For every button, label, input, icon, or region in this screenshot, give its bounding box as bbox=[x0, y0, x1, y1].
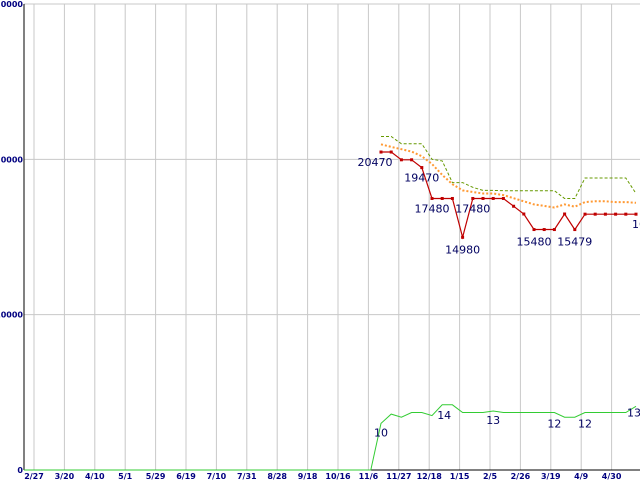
series-points bbox=[379, 150, 638, 239]
y-tick-label: 30000 bbox=[0, 0, 23, 9]
x-tick-label: 8/28 bbox=[267, 472, 287, 480]
data-labels: 20470 19470 17480 14980 17480 15480 15479 16470… bbox=[358, 156, 640, 439]
price-point bbox=[573, 228, 577, 232]
x-tick-label: 9/18 bbox=[298, 472, 318, 480]
data-label: 20470 bbox=[358, 156, 393, 169]
x-tick-label: 7/10 bbox=[207, 472, 227, 480]
x-tick-label: 4/10 bbox=[85, 472, 105, 480]
data-label: 13 bbox=[627, 406, 640, 419]
y-tick-label: 10000 bbox=[0, 311, 23, 320]
x-tick-label: 11/27 bbox=[386, 472, 411, 480]
grid bbox=[23, 3, 640, 471]
data-label: 15480 bbox=[517, 236, 552, 249]
price-point bbox=[624, 212, 628, 216]
x-tick-label: 2/5 bbox=[483, 472, 497, 480]
x-tick-label: 12/18 bbox=[417, 472, 443, 480]
data-label: 10 bbox=[374, 426, 388, 439]
price-point bbox=[471, 196, 475, 200]
data-label: 12 bbox=[578, 418, 592, 431]
data-label: 13 bbox=[486, 414, 500, 427]
series-line-average bbox=[380, 143, 637, 209]
price-point bbox=[491, 196, 495, 200]
x-tick-label: 5/29 bbox=[146, 472, 166, 480]
data-label: 17480 bbox=[415, 202, 450, 215]
data-label: 16470 bbox=[632, 218, 640, 231]
price-point bbox=[614, 212, 618, 216]
y-axis-ticks: 0 10000 20000 30000 bbox=[0, 0, 23, 475]
data-label: 14 bbox=[437, 409, 451, 422]
price-point bbox=[399, 158, 403, 162]
data-label: 19470 bbox=[404, 172, 439, 185]
price-point bbox=[603, 212, 607, 216]
series-line-high bbox=[381, 136, 637, 199]
price-point bbox=[481, 196, 485, 200]
x-tick-label: 1/15 bbox=[450, 472, 470, 480]
price-point bbox=[461, 235, 465, 239]
price-point bbox=[450, 196, 454, 200]
x-tick-label: 5/1 bbox=[118, 472, 132, 480]
price-point bbox=[389, 150, 393, 154]
x-tick-label: 3/19 bbox=[541, 472, 561, 480]
series-lines bbox=[24, 136, 637, 471]
x-tick-label: 11/6 bbox=[359, 472, 379, 480]
price-point bbox=[552, 228, 556, 232]
x-tick-label: 2/26 bbox=[511, 472, 531, 480]
x-tick-label: 10/16 bbox=[325, 472, 351, 480]
price-point bbox=[420, 166, 424, 170]
y-tick-label: 20000 bbox=[0, 155, 23, 164]
price-point bbox=[440, 196, 444, 200]
price-point bbox=[583, 212, 587, 216]
x-tick-label: 7/31 bbox=[237, 472, 257, 480]
x-axis-ticks: 2/27 3/20 4/10 5/1 5/29 6/19 7/10 7/31 8/28 9/18 1… bbox=[24, 472, 622, 480]
x-tick-label: 3/20 bbox=[55, 472, 75, 480]
price-point bbox=[532, 228, 536, 232]
x-tick-label: 4/9 bbox=[574, 472, 588, 480]
data-label: 12 bbox=[547, 418, 561, 431]
data-label: 15479 bbox=[557, 236, 592, 249]
series-line-count bbox=[24, 404, 637, 471]
x-tick-label: 4/30 bbox=[602, 472, 622, 480]
price-point bbox=[634, 212, 638, 216]
x-tick-label: 2/27 bbox=[24, 472, 44, 480]
data-label: 14980 bbox=[445, 243, 480, 256]
price-point bbox=[593, 212, 597, 216]
price-point bbox=[563, 212, 567, 216]
x-tick-label: 6/19 bbox=[176, 472, 196, 480]
price-point bbox=[430, 196, 434, 200]
price-point bbox=[522, 212, 526, 216]
price-point bbox=[501, 196, 505, 200]
price-point bbox=[410, 158, 414, 162]
y-tick-label: 0 bbox=[17, 466, 23, 475]
price-point bbox=[379, 150, 383, 154]
price-point bbox=[512, 204, 516, 208]
series-line-price bbox=[381, 151, 636, 240]
price-point bbox=[542, 228, 546, 232]
data-label: 17480 bbox=[455, 202, 490, 215]
